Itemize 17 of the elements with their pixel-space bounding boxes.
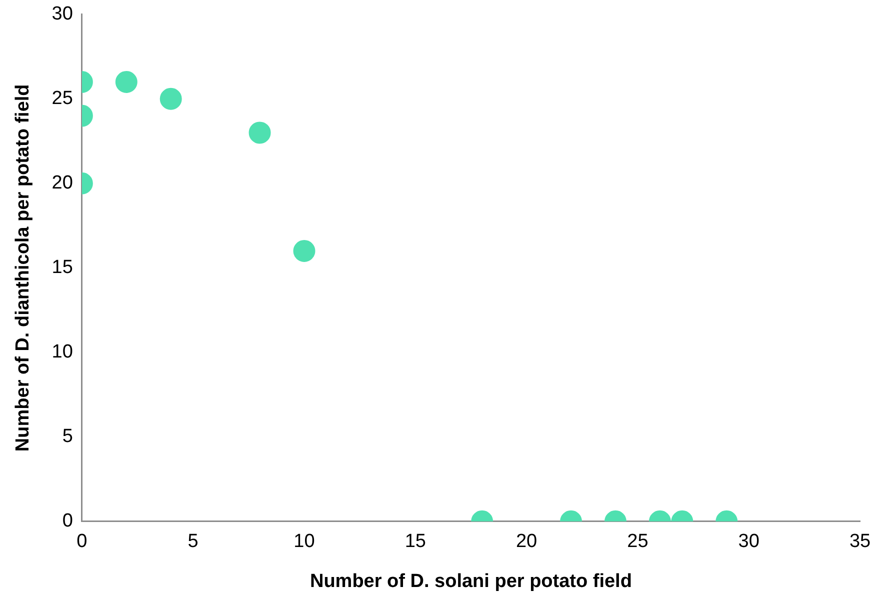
x-tick-label: 10: [294, 531, 315, 552]
y-tick-label: 25: [52, 88, 73, 110]
x-tick-label: 0: [76, 531, 88, 552]
y-tick-label: 10: [52, 342, 73, 363]
y-axis-title: Number of D. dianthicola per potato field: [12, 84, 34, 452]
y-tick-label: 20: [52, 172, 73, 194]
x-tick-label: 15: [404, 531, 426, 552]
x-axis-title: Number of D. solani per potato field: [310, 570, 632, 592]
y-tick-label: 0: [62, 510, 73, 532]
x-tick-label: 35: [849, 531, 871, 552]
x-tick-label: 5: [188, 531, 198, 552]
y-tick-label: 30: [52, 4, 73, 25]
x-tick-label: 25: [627, 531, 648, 552]
x-tick-label: 20: [516, 531, 538, 552]
y-tick-label: 15: [52, 257, 73, 278]
y-tick-label: 5: [62, 426, 73, 448]
x-tick-label: 30: [738, 531, 760, 552]
